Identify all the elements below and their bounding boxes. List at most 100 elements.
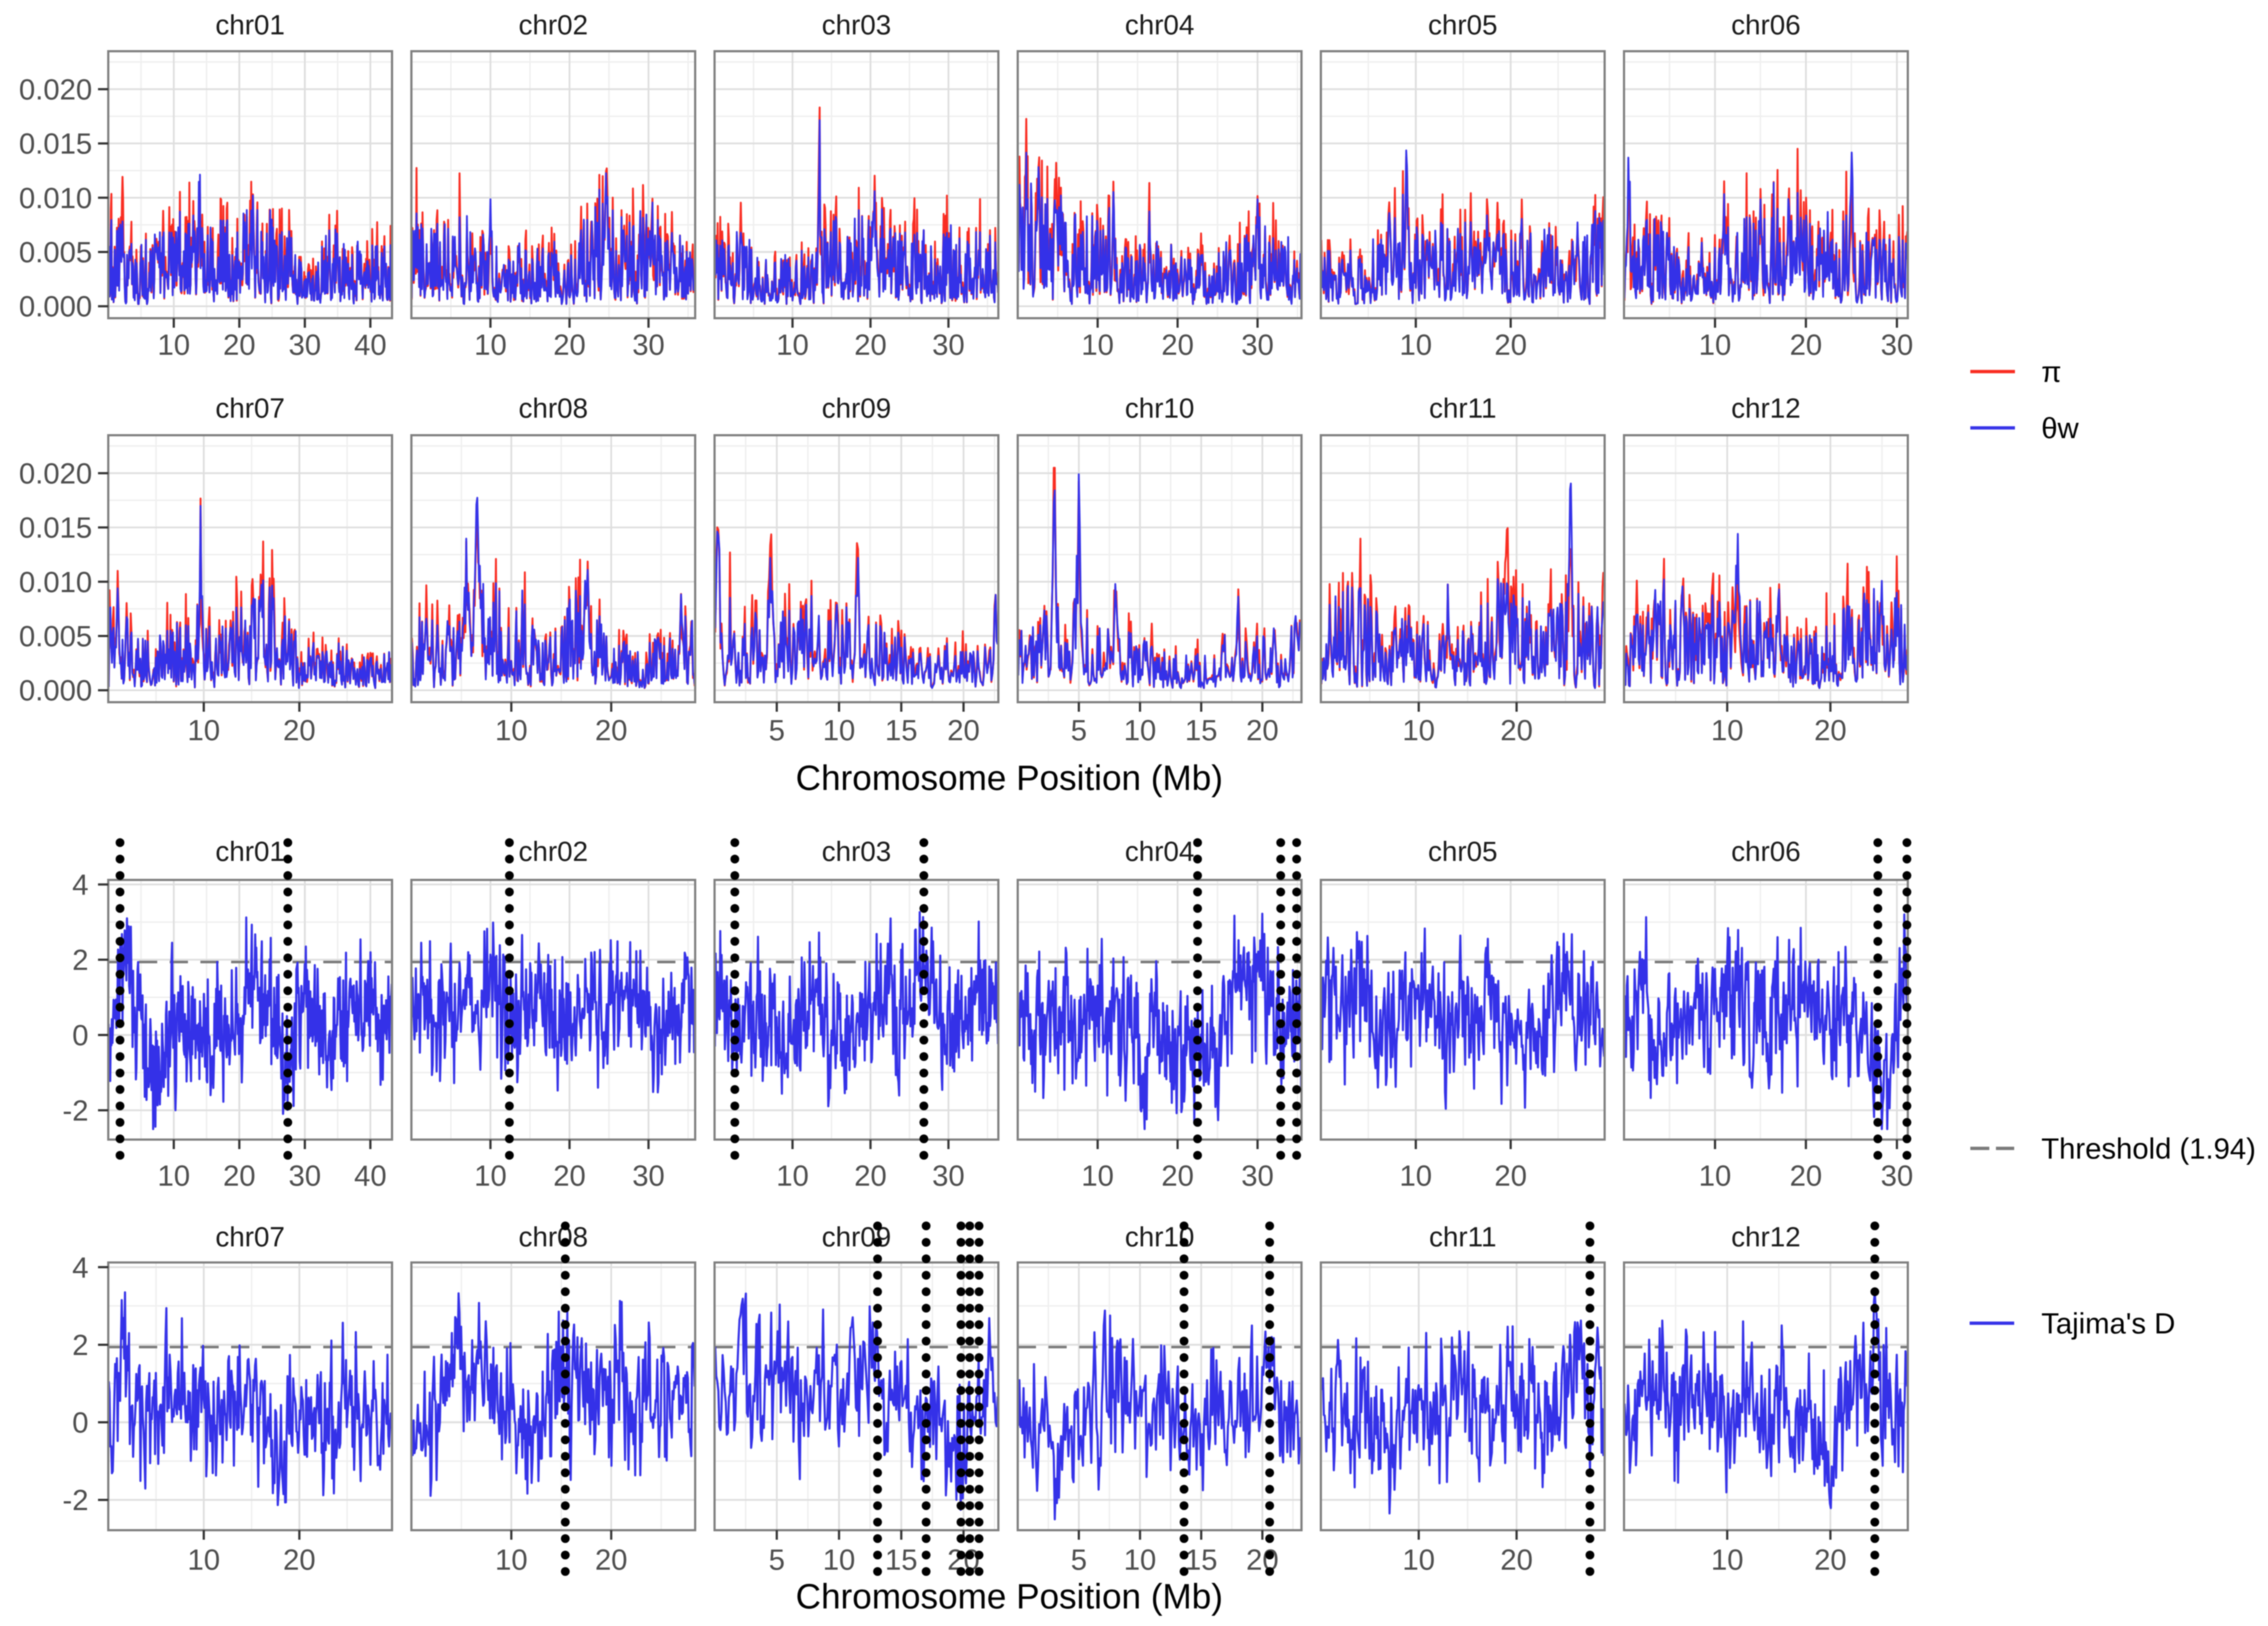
svg-text:20: 20 (283, 1544, 316, 1576)
svg-text:chr03: chr03 (821, 10, 891, 41)
svg-text:20: 20 (947, 715, 980, 747)
svg-text:10: 10 (1123, 715, 1156, 747)
svg-text:20: 20 (223, 329, 256, 361)
svg-text:0.000: 0.000 (19, 675, 92, 707)
svg-text:30: 30 (632, 1160, 665, 1192)
svg-text:10: 10 (1699, 329, 1732, 361)
svg-text:Threshold (1.94): Threshold (1.94) (2041, 1133, 2256, 1165)
svg-text:chr01: chr01 (215, 837, 285, 867)
svg-text:0.015: 0.015 (19, 128, 92, 160)
svg-text:20: 20 (1494, 1160, 1527, 1192)
svg-text:π: π (2041, 356, 2062, 388)
svg-text:10: 10 (187, 1544, 220, 1576)
svg-text:10: 10 (1403, 1544, 1436, 1576)
svg-text:5: 5 (1071, 1544, 1087, 1576)
svg-text:2: 2 (72, 1330, 88, 1362)
svg-text:5: 5 (1071, 715, 1087, 747)
svg-text:30: 30 (289, 1160, 322, 1192)
svg-text:30: 30 (1880, 329, 1913, 361)
svg-text:10: 10 (495, 1544, 528, 1576)
svg-text:20: 20 (1790, 1160, 1823, 1192)
svg-text:40: 40 (354, 1160, 387, 1192)
svg-text:-2: -2 (62, 1485, 88, 1517)
svg-text:30: 30 (632, 329, 665, 361)
svg-text:chr04: chr04 (1125, 837, 1194, 867)
svg-text:10: 10 (1400, 329, 1433, 361)
svg-text:20: 20 (1161, 1160, 1194, 1192)
svg-text:chr11: chr11 (1429, 394, 1496, 424)
svg-text:chr12: chr12 (1731, 1222, 1801, 1253)
svg-text:5: 5 (769, 715, 785, 747)
svg-text:20: 20 (1814, 715, 1847, 747)
svg-text:10: 10 (1699, 1160, 1732, 1192)
svg-text:15: 15 (885, 715, 918, 747)
svg-text:10: 10 (1403, 715, 1436, 747)
svg-text:20: 20 (854, 329, 887, 361)
svg-text:30: 30 (933, 329, 965, 361)
svg-text:10: 10 (495, 715, 528, 747)
svg-text:10: 10 (1711, 1544, 1744, 1576)
svg-text:2: 2 (72, 944, 88, 976)
svg-text:chr11: chr11 (1429, 1222, 1496, 1253)
svg-text:10: 10 (823, 715, 856, 747)
svg-text:0.015: 0.015 (19, 512, 92, 544)
svg-text:20: 20 (283, 715, 316, 747)
svg-text:30: 30 (1241, 1160, 1274, 1192)
svg-text:20: 20 (595, 1544, 628, 1576)
svg-text:chr07: chr07 (215, 1222, 285, 1253)
svg-text:4: 4 (72, 869, 88, 901)
svg-text:chr05: chr05 (1428, 837, 1497, 867)
svg-text:0.005: 0.005 (19, 621, 92, 653)
svg-text:10: 10 (1711, 715, 1744, 747)
svg-text:chr12: chr12 (1731, 394, 1801, 424)
svg-text:-2: -2 (62, 1095, 88, 1127)
svg-text:10: 10 (157, 1160, 190, 1192)
svg-text:20: 20 (1494, 329, 1527, 361)
svg-text:10: 10 (1082, 1160, 1115, 1192)
svg-text:0.020: 0.020 (19, 74, 92, 106)
svg-text:15: 15 (885, 1544, 918, 1576)
svg-text:10: 10 (474, 1160, 507, 1192)
svg-text:20: 20 (1790, 329, 1823, 361)
svg-text:20: 20 (223, 1160, 256, 1192)
svg-text:chr09: chr09 (821, 394, 891, 424)
svg-text:20: 20 (1161, 329, 1194, 361)
svg-text:10: 10 (823, 1544, 856, 1576)
svg-text:0.020: 0.020 (19, 458, 92, 490)
svg-text:40: 40 (354, 329, 387, 361)
svg-text:0.010: 0.010 (19, 566, 92, 598)
svg-text:10: 10 (187, 715, 220, 747)
svg-text:chr10: chr10 (1125, 394, 1194, 424)
svg-text:10: 10 (776, 1160, 809, 1192)
svg-text:10: 10 (1400, 1160, 1433, 1192)
svg-text:chr08: chr08 (519, 394, 588, 424)
svg-text:Chromosome Position (Mb): Chromosome Position (Mb) (796, 1578, 1223, 1616)
svg-text:4: 4 (72, 1252, 88, 1284)
svg-text:20: 20 (553, 329, 586, 361)
svg-text:20: 20 (1500, 715, 1533, 747)
svg-text:0.000: 0.000 (19, 291, 92, 323)
svg-text:chr03: chr03 (821, 837, 891, 867)
svg-text:10: 10 (1123, 1544, 1156, 1576)
svg-text:0: 0 (72, 1407, 88, 1439)
svg-text:5: 5 (769, 1544, 785, 1576)
svg-text:20: 20 (1814, 1544, 1847, 1576)
svg-text:0.010: 0.010 (19, 182, 92, 214)
svg-text:chr06: chr06 (1731, 837, 1801, 867)
svg-text:20: 20 (1500, 1544, 1533, 1576)
svg-text:0.005: 0.005 (19, 237, 92, 269)
svg-text:30: 30 (1241, 329, 1274, 361)
svg-text:chr07: chr07 (215, 394, 285, 424)
svg-text:20: 20 (553, 1160, 586, 1192)
svg-text:20: 20 (595, 715, 628, 747)
svg-text:10: 10 (1082, 329, 1115, 361)
svg-text:20: 20 (854, 1160, 887, 1192)
svg-text:30: 30 (289, 329, 322, 361)
svg-text:chr04: chr04 (1125, 10, 1194, 41)
svg-text:10: 10 (776, 329, 809, 361)
svg-text:10: 10 (157, 329, 190, 361)
svg-text:0: 0 (72, 1020, 88, 1052)
svg-text:chr02: chr02 (519, 837, 588, 867)
svg-text:30: 30 (1880, 1160, 1913, 1192)
svg-text:θw: θw (2041, 413, 2079, 445)
